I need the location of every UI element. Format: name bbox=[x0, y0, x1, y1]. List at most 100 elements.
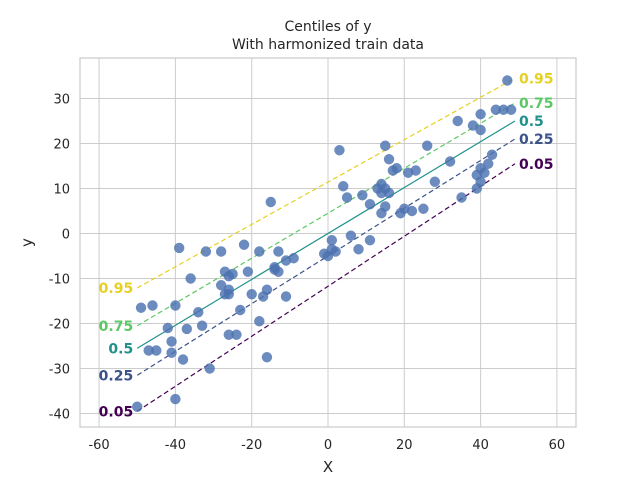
scatter-point bbox=[456, 192, 467, 203]
scatter-point bbox=[345, 230, 357, 241]
scatter-point bbox=[357, 190, 368, 201]
scatter-point bbox=[166, 336, 177, 347]
y-tick-label: 20 bbox=[53, 138, 70, 153]
scatter-point bbox=[326, 235, 338, 246]
scatter-point bbox=[223, 284, 234, 295]
chart-title: Centiles of y bbox=[284, 19, 371, 35]
centile-label-right: 0.5 bbox=[519, 114, 544, 130]
scatter-point bbox=[422, 140, 433, 151]
scatter-point bbox=[200, 246, 212, 257]
scatter-point bbox=[341, 192, 353, 203]
x-tick-label: 20 bbox=[396, 438, 413, 453]
y-axis-label: y bbox=[18, 238, 36, 247]
scatter-point bbox=[170, 300, 181, 311]
scatter-point bbox=[242, 266, 254, 277]
scatter-point bbox=[174, 242, 185, 254]
x-tick-label: 60 bbox=[549, 438, 566, 453]
y-tick-label: 10 bbox=[53, 183, 70, 198]
scatter-point bbox=[254, 246, 265, 257]
y-tick-label: -40 bbox=[49, 408, 70, 423]
scatter-point bbox=[181, 323, 193, 335]
scatter-point bbox=[147, 300, 158, 311]
centile-line bbox=[136, 102, 516, 327]
scatter-point bbox=[143, 345, 154, 356]
scatter-point bbox=[380, 201, 391, 212]
scatter-point bbox=[215, 246, 227, 257]
scatter-point bbox=[135, 302, 147, 313]
scatter-point bbox=[444, 156, 456, 167]
scatter-point bbox=[383, 187, 395, 199]
scatter-point bbox=[475, 124, 486, 136]
scatter-point bbox=[254, 316, 265, 327]
y-tick-label: 30 bbox=[53, 93, 70, 108]
scatter-point bbox=[132, 401, 143, 412]
x-axis-label: X bbox=[323, 458, 333, 476]
centile-label-right: 0.25 bbox=[519, 132, 554, 148]
scatter-point bbox=[406, 205, 418, 217]
scatter-point bbox=[502, 75, 513, 86]
scatter-point bbox=[170, 393, 181, 405]
scatter-point bbox=[391, 163, 402, 174]
scatter-point bbox=[196, 320, 208, 331]
scatter-point bbox=[246, 289, 257, 300]
scatter-point bbox=[380, 140, 391, 151]
scatter-point bbox=[429, 176, 441, 187]
tick-labels: -60 -40 -20 0 20 40 60 -40 -30 -20 -10 0 10 20 30 bbox=[49, 93, 565, 454]
scatter-point bbox=[288, 253, 299, 264]
scatter-point bbox=[265, 196, 276, 208]
centile-label-left: 0.75 bbox=[99, 319, 134, 335]
scatter-point bbox=[162, 322, 173, 334]
scatter-point bbox=[280, 291, 292, 302]
centile-label-left: 0.5 bbox=[108, 341, 133, 357]
scatter-point bbox=[223, 329, 234, 340]
scatter-point bbox=[334, 145, 345, 156]
scatter-point bbox=[490, 104, 502, 115]
scatter-point bbox=[479, 167, 490, 178]
scatter-point bbox=[498, 104, 509, 115]
centile-label-left: 0.95 bbox=[99, 281, 134, 297]
x-tick-label: -20 bbox=[241, 438, 262, 453]
scatter-point bbox=[475, 109, 486, 120]
scatter-point bbox=[364, 235, 376, 246]
y-tick-label: -30 bbox=[49, 363, 70, 378]
centile-label-right: 0.05 bbox=[519, 157, 554, 173]
scatter-point bbox=[166, 347, 177, 358]
scatter-point bbox=[486, 149, 498, 160]
x-tick-label: -40 bbox=[165, 438, 186, 453]
centile-line bbox=[136, 138, 516, 376]
centile-line bbox=[136, 163, 516, 412]
scatter-point bbox=[330, 246, 341, 257]
scatter-point bbox=[273, 266, 284, 277]
scatter-point bbox=[238, 239, 250, 250]
scatter-point bbox=[261, 284, 273, 295]
x-tick-label: 40 bbox=[472, 438, 489, 453]
x-tick-label: 0 bbox=[324, 438, 332, 453]
scatter-point bbox=[227, 268, 238, 280]
centile-label-left: 0.25 bbox=[99, 368, 134, 384]
chart-subtitle: With harmonized train data bbox=[232, 37, 424, 53]
centile-label-right: 0.75 bbox=[519, 96, 554, 112]
scatter-point bbox=[410, 165, 421, 176]
scatter-point bbox=[204, 363, 215, 374]
scatter-point bbox=[364, 199, 376, 210]
scatter-point bbox=[151, 345, 162, 356]
scatter-point bbox=[483, 158, 494, 169]
scatter-point bbox=[185, 273, 196, 284]
scatter-point bbox=[505, 104, 517, 115]
scatter-point bbox=[353, 244, 364, 255]
scatter-point bbox=[231, 329, 242, 340]
x-tick-label: -60 bbox=[88, 438, 109, 453]
grid bbox=[80, 58, 576, 427]
scatter-point bbox=[383, 154, 395, 165]
centile-label-left: 0.05 bbox=[99, 404, 134, 420]
scatter-point bbox=[261, 352, 273, 363]
scatter-point bbox=[193, 307, 204, 318]
centile-label-right: 0.95 bbox=[519, 71, 554, 87]
scatter-point bbox=[452, 115, 463, 127]
scatter-point bbox=[235, 304, 246, 316]
scatter-point bbox=[418, 203, 429, 214]
y-tick-label: -20 bbox=[49, 318, 70, 333]
scatter-point bbox=[273, 246, 284, 257]
centile-line bbox=[136, 77, 516, 289]
